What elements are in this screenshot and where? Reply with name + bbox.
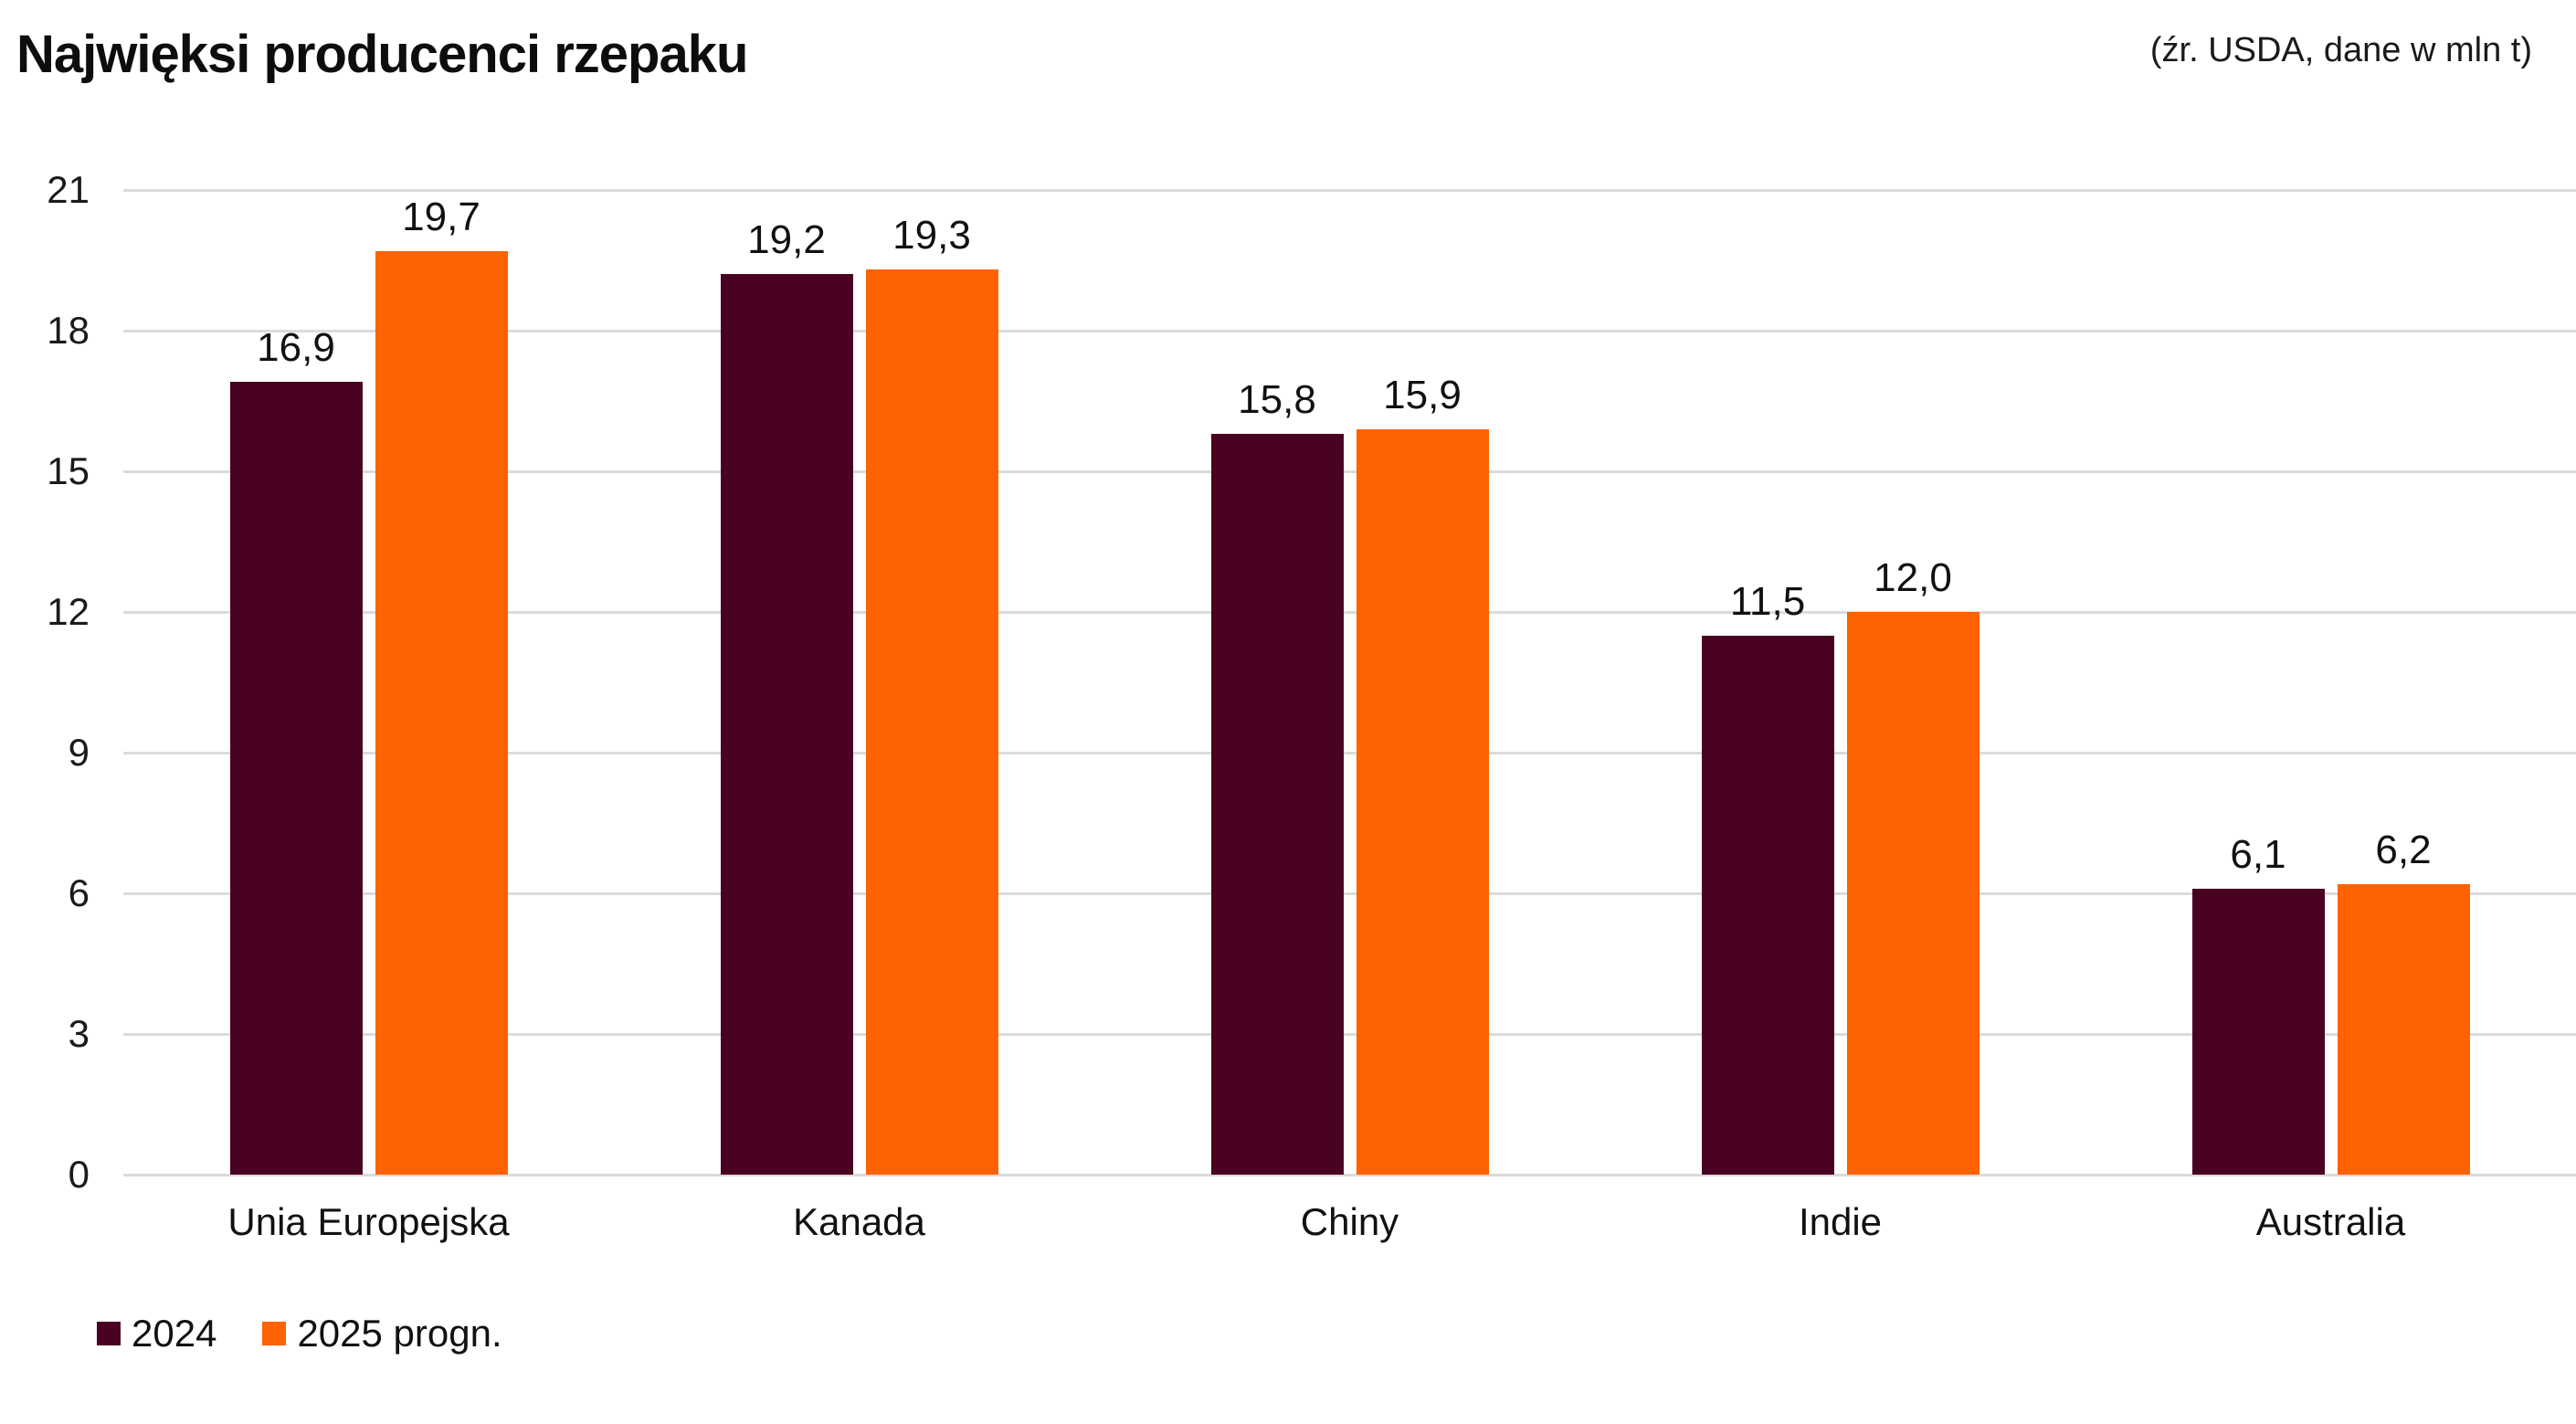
- value-label-2025-progn-chiny: 15,9: [1383, 372, 1462, 417]
- x-axis-category-label-kanada: Kanada: [793, 1200, 925, 1243]
- value-label-2024-unia-europejska: 16,9: [257, 325, 335, 371]
- legend-item-2024: 2024: [97, 1312, 216, 1355]
- bar-2025-progn-kanada: [865, 269, 998, 1175]
- y-axis-tick-label-6: 6: [68, 871, 90, 914]
- gridline-y-21: [123, 188, 2576, 192]
- legend-label-2024: 2024: [132, 1312, 217, 1355]
- y-axis-tick-label-0: 0: [68, 1153, 90, 1196]
- gridline-y-9: [123, 751, 2576, 754]
- gridline-y-18: [123, 329, 2576, 332]
- chart-legend: 2024 2025 progn.: [97, 1309, 502, 1358]
- chart-title: Najwięksi producenci rzepaku: [16, 25, 748, 84]
- bar-2024-indie: [1701, 635, 1834, 1175]
- value-label-2024-chiny: 15,8: [1238, 376, 1316, 422]
- value-label-2024-indie: 11,5: [1729, 578, 1806, 624]
- bar-2024-chiny: [1210, 433, 1344, 1175]
- bar-2024-australia: [2191, 888, 2325, 1175]
- bar-2025-progn-indie: [1846, 612, 1980, 1175]
- value-label-2025-progn-australia: 6,2: [2375, 827, 2432, 872]
- x-axis-category-label-chiny: Chiny: [1300, 1200, 1399, 1243]
- y-axis-tick-label-12: 12: [47, 590, 90, 633]
- gridline-y-15: [123, 469, 2576, 473]
- y-axis-tick-label-3: 3: [68, 1012, 90, 1055]
- legend-label-2025-progn: 2025 progn.: [297, 1312, 502, 1355]
- x-axis-category-label-australia: Australia: [2255, 1200, 2406, 1243]
- legend-swatch-2025-progn-icon: [262, 1322, 287, 1345]
- y-axis-tick-label-15: 15: [47, 449, 90, 492]
- y-axis-tick-label-9: 9: [68, 731, 90, 774]
- bar-2024-unia-europejska: [229, 382, 363, 1175]
- gridline-y-12: [123, 610, 2576, 614]
- value-label-2025-progn-indie: 12,0: [1874, 555, 1952, 600]
- gridline-y-3: [123, 1032, 2576, 1036]
- x-axis-category-label-unia-europejska: Unia Europejska: [227, 1200, 510, 1243]
- value-label-2025-progn-kanada: 19,3: [892, 213, 971, 258]
- gridline-y-6: [123, 891, 2576, 895]
- bar-2025-progn-chiny: [1356, 428, 1489, 1175]
- y-axis-tick-label-18: 18: [47, 309, 90, 352]
- value-label-2024-australia: 6,1: [2230, 831, 2286, 877]
- y-axis-tick-label-21: 21: [47, 168, 90, 211]
- value-label-2024-kanada: 19,2: [747, 217, 826, 263]
- bar-2024-kanada: [720, 274, 853, 1175]
- bar-2025-progn-australia: [2337, 883, 2470, 1175]
- legend-swatch-2024-icon: [97, 1322, 121, 1345]
- legend-item-2025-progn: 2025 progn.: [262, 1312, 502, 1355]
- bar-2025-progn-unia-europejska: [375, 250, 508, 1175]
- x-axis-category-label-indie: Indie: [1798, 1200, 1883, 1243]
- chart-source-note: (źr. USDA, dane w mln t): [2149, 31, 2532, 69]
- gridline-y-0: [123, 1173, 2576, 1176]
- value-label-2025-progn-unia-europejska: 19,7: [402, 194, 480, 239]
